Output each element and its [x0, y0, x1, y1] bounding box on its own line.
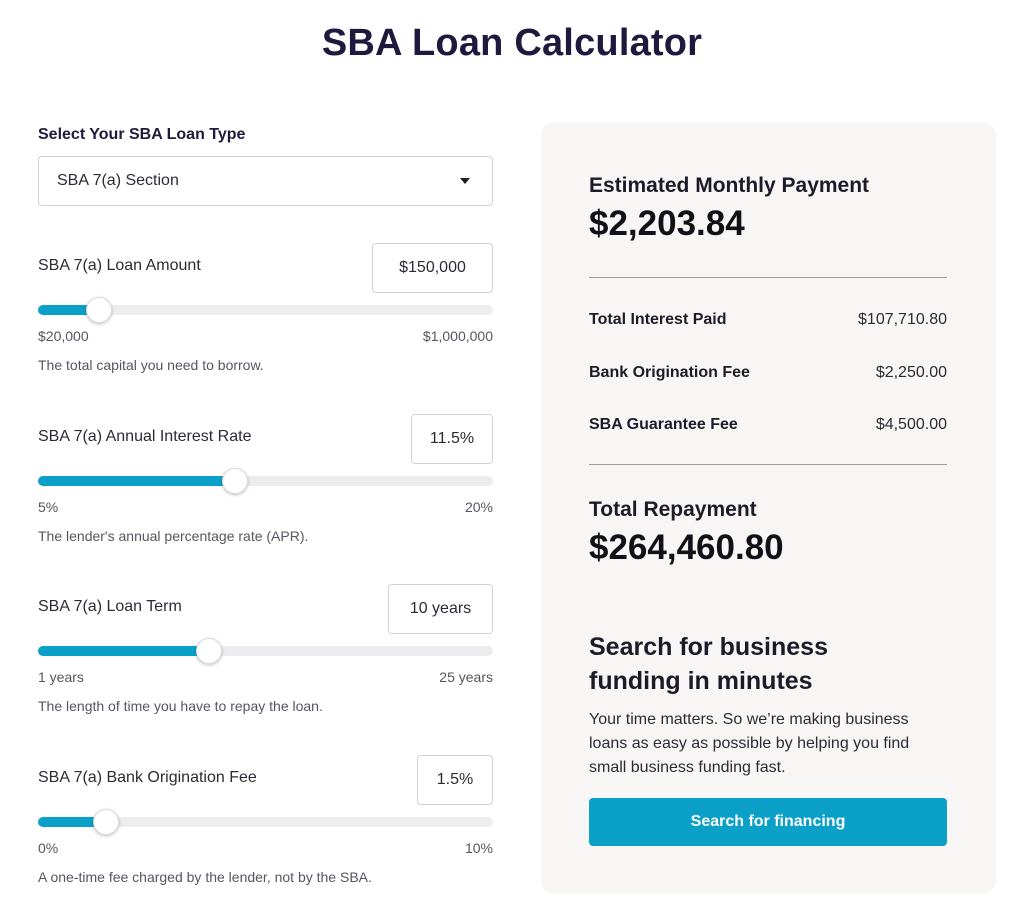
loan-amount-label: SBA 7(a) Loan Amount: [38, 257, 201, 274]
loan-amount-help: The total capital you need to borrow.: [38, 357, 264, 373]
origination-fee-max: 10%: [464, 840, 493, 856]
loan-term-min: 1 years: [38, 669, 84, 685]
sba-guarantee-fee-label: SBA Guarantee Fee: [589, 416, 738, 433]
loan-type-label: Select Your SBA Loan Type: [38, 126, 246, 143]
loan-amount-max: $1,000,000: [422, 328, 493, 344]
loan-amount-slider-track[interactable]: [38, 297, 493, 323]
sba-guarantee-fee-value: $4,500.00: [875, 416, 947, 433]
total-interest-value: $107,710.80: [858, 311, 947, 328]
bank-origination-fee-value: $2,250.00: [875, 364, 947, 381]
search-financing-button[interactable]: Search for financing: [589, 798, 947, 846]
interest-rate-max: 20%: [464, 499, 493, 515]
origination-fee-slider-thumb[interactable]: [93, 809, 120, 835]
monthly-payment-label: Estimated Monthly Payment: [589, 174, 870, 197]
interest-rate-min: 5%: [38, 499, 59, 515]
divider: [589, 464, 947, 465]
loan-type-select[interactable]: SBA 7(a) Section: [38, 156, 493, 206]
loan-type-selected-value: SBA 7(a) Section: [57, 172, 179, 189]
monthly-payment-value: $2,203.84: [589, 204, 745, 243]
loan-term-slider-track[interactable]: [38, 638, 493, 664]
promo-body: Your time matters. So we’re making busin…: [589, 711, 910, 776]
loan-term-slider-thumb[interactable]: [195, 638, 222, 664]
loan-amount-slider-thumb[interactable]: [85, 297, 112, 323]
interest-rate-help: The lender's annual percentage rate (APR…: [38, 528, 309, 544]
origination-fee-input[interactable]: 1.5%: [417, 755, 493, 805]
total-repayment-label: Total Repayment: [589, 498, 757, 521]
origination-fee-field: SBA 7(a) Bank Origination Fee 1.5% 0% 10…: [38, 755, 493, 905]
loan-amount-min: $20,000: [38, 328, 89, 344]
loan-amount-slider-fill: [38, 305, 99, 315]
interest-rate-label: SBA 7(a) Annual Interest Rate: [38, 428, 252, 445]
total-repayment-value: $264,460.80: [589, 528, 784, 567]
chevron-down-icon: [460, 178, 470, 184]
loan-term-max: 25 years: [439, 669, 493, 685]
interest-rate-input[interactable]: 11.5%: [411, 414, 493, 464]
interest-rate-slider-thumb[interactable]: [222, 468, 248, 494]
origination-fee-min: 0%: [38, 840, 59, 856]
results-panel: Estimated Monthly Payment $2,203.84 Tota…: [541, 122, 996, 894]
total-interest-label: Total Interest Paid: [589, 311, 727, 328]
loan-amount-input[interactable]: $150,000: [372, 243, 493, 293]
loan-term-help: The length of time you have to repay the…: [38, 698, 323, 714]
origination-fee-slider-track[interactable]: [38, 809, 493, 835]
page-title: SBA Loan Calculator: [321, 22, 703, 64]
origination-fee-slider-fill: [38, 817, 107, 827]
origination-fee-label: SBA 7(a) Bank Origination Fee: [38, 769, 257, 786]
promo-title: Search for business funding in minutes: [589, 633, 828, 695]
divider: [589, 277, 947, 278]
loan-term-input[interactable]: 10 years: [388, 584, 493, 634]
loan-term-slider-fill: [38, 646, 209, 656]
interest-rate-slider-fill: [38, 476, 235, 486]
bank-origination-fee-label: Bank Origination Fee: [589, 364, 750, 381]
interest-rate-slider-track[interactable]: [38, 468, 493, 494]
interest-rate-field: SBA 7(a) Annual Interest Rate 11.5% 5% 2…: [38, 414, 493, 564]
loan-amount-field: SBA 7(a) Loan Amount $150,000 $20,000 $1…: [38, 243, 493, 393]
loan-term-label: SBA 7(a) Loan Term: [38, 598, 182, 615]
origination-fee-help: A one-time fee charged by the lender, no…: [38, 869, 372, 885]
loan-term-field: SBA 7(a) Loan Term 10 years 1 years 25 y…: [38, 584, 493, 734]
